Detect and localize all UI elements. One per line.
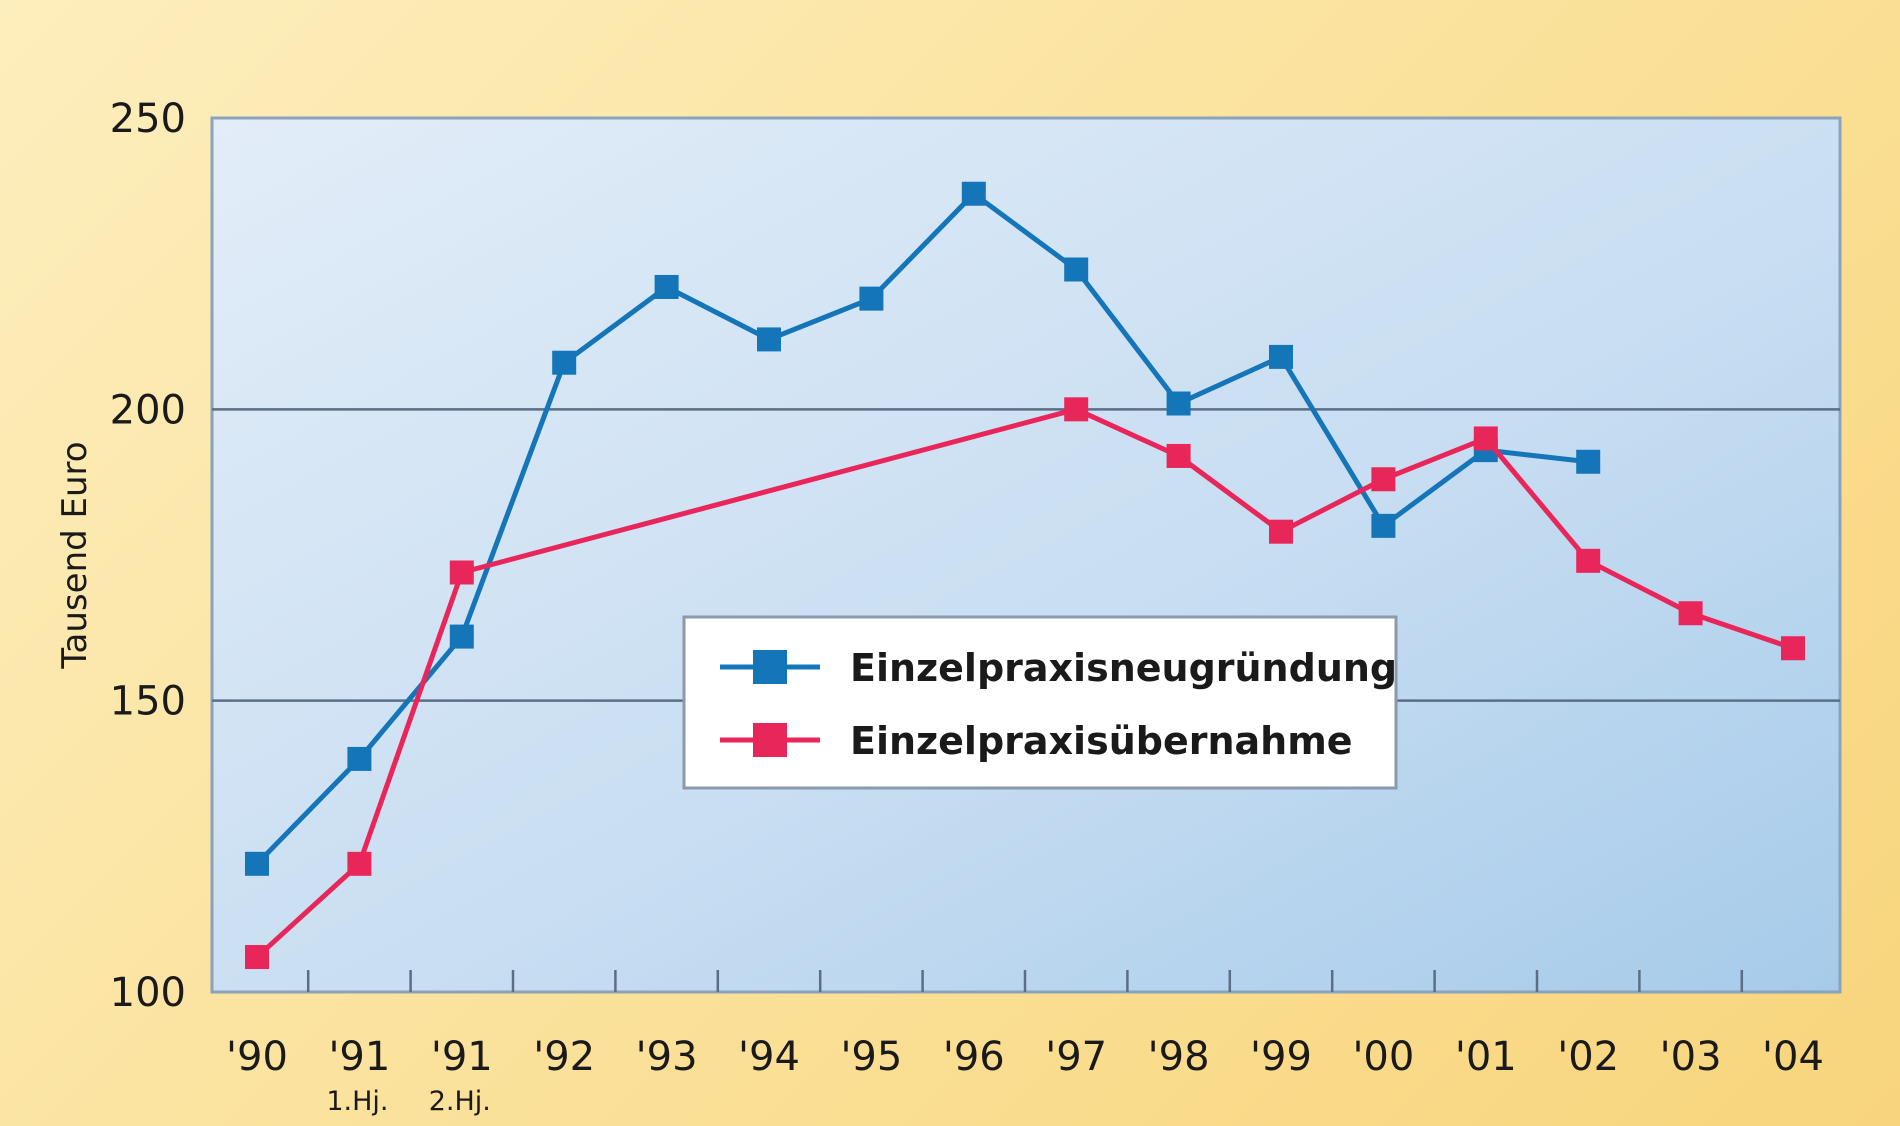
- y-tick-label: 250: [110, 96, 186, 142]
- plot-area: [210, 116, 1842, 994]
- series-lines: [245, 181, 1805, 970]
- y-tick-label: 150: [110, 679, 186, 725]
- data-point: [1473, 426, 1498, 451]
- x-tick-label: '97: [1045, 1034, 1107, 1080]
- data-point: [1576, 449, 1601, 474]
- x-tick-label: '01: [1455, 1034, 1517, 1080]
- y-tick-label: 100: [110, 970, 186, 1016]
- x-tick-label: '99: [1250, 1034, 1312, 1080]
- legend: Einzelpraxisneugründung Einzelpraxisüber…: [682, 615, 1398, 790]
- data-point: [1166, 443, 1191, 468]
- series-uebernahme: [245, 397, 1805, 970]
- x-tick-label: '98: [1148, 1034, 1210, 1080]
- x-tick-sublabel: 2.Hj.: [429, 1086, 491, 1117]
- data-point: [1269, 519, 1293, 544]
- legend-marker-neugruendung: [753, 650, 787, 684]
- data-point: [552, 350, 577, 375]
- data-point: [1371, 513, 1396, 538]
- data-point: [654, 274, 679, 299]
- x-tick-label: '90: [226, 1034, 288, 1080]
- data-point: [347, 851, 372, 876]
- x-tick-label: '91: [328, 1034, 390, 1080]
- data-point: [1576, 548, 1601, 573]
- data-point: [961, 181, 986, 206]
- x-tick-label: '94: [738, 1034, 800, 1080]
- x-tick-marks: [306, 970, 1744, 992]
- data-point: [245, 945, 269, 970]
- y-axis-ticks: 100 150 200 250: [110, 96, 186, 1016]
- series-line: [255, 191, 1589, 866]
- x-tick-label: '03: [1660, 1034, 1722, 1080]
- x-tick-label: '02: [1557, 1034, 1619, 1080]
- data-point: [1678, 601, 1703, 626]
- data-point: [1371, 467, 1396, 492]
- data-point: [1166, 391, 1191, 416]
- data-point: [757, 327, 781, 352]
- x-tick-label: '04: [1762, 1034, 1824, 1080]
- data-point: [1064, 257, 1089, 282]
- x-tick-label: '00: [1352, 1034, 1414, 1080]
- y-tick-label: 200: [110, 387, 186, 433]
- legend-label-uebernahme: Einzelpraxisübernahme: [850, 719, 1353, 763]
- x-axis-ticks: '90 '91 1.Hj. '91 2.Hj. '92 '93 '94 '95 '96 '97 '98…: [226, 1034, 1824, 1117]
- legend-marker-uebernahme: [753, 723, 787, 757]
- x-tick-sublabel: 1.Hj.: [326, 1086, 388, 1117]
- x-tick-label: '96: [943, 1034, 1005, 1080]
- data-point: [347, 746, 372, 771]
- data-point: [1269, 344, 1293, 369]
- data-point: [245, 851, 269, 876]
- data-point: [449, 560, 474, 585]
- x-tick-label: '91: [431, 1034, 493, 1080]
- data-point: [449, 624, 474, 649]
- y-axis-title: Tausend Euro: [55, 441, 95, 669]
- x-tick-label: '92: [533, 1034, 595, 1080]
- data-point: [1781, 636, 1805, 661]
- x-tick-label: '93: [636, 1034, 698, 1080]
- data-point: [1064, 397, 1089, 422]
- legend-box: [682, 615, 1398, 790]
- data-point: [859, 286, 884, 311]
- x-tick-label: '95: [840, 1034, 902, 1080]
- series-neugruendung: [245, 181, 1601, 876]
- legend-label-neugruendung: Einzelpraxisneugründung: [850, 646, 1397, 690]
